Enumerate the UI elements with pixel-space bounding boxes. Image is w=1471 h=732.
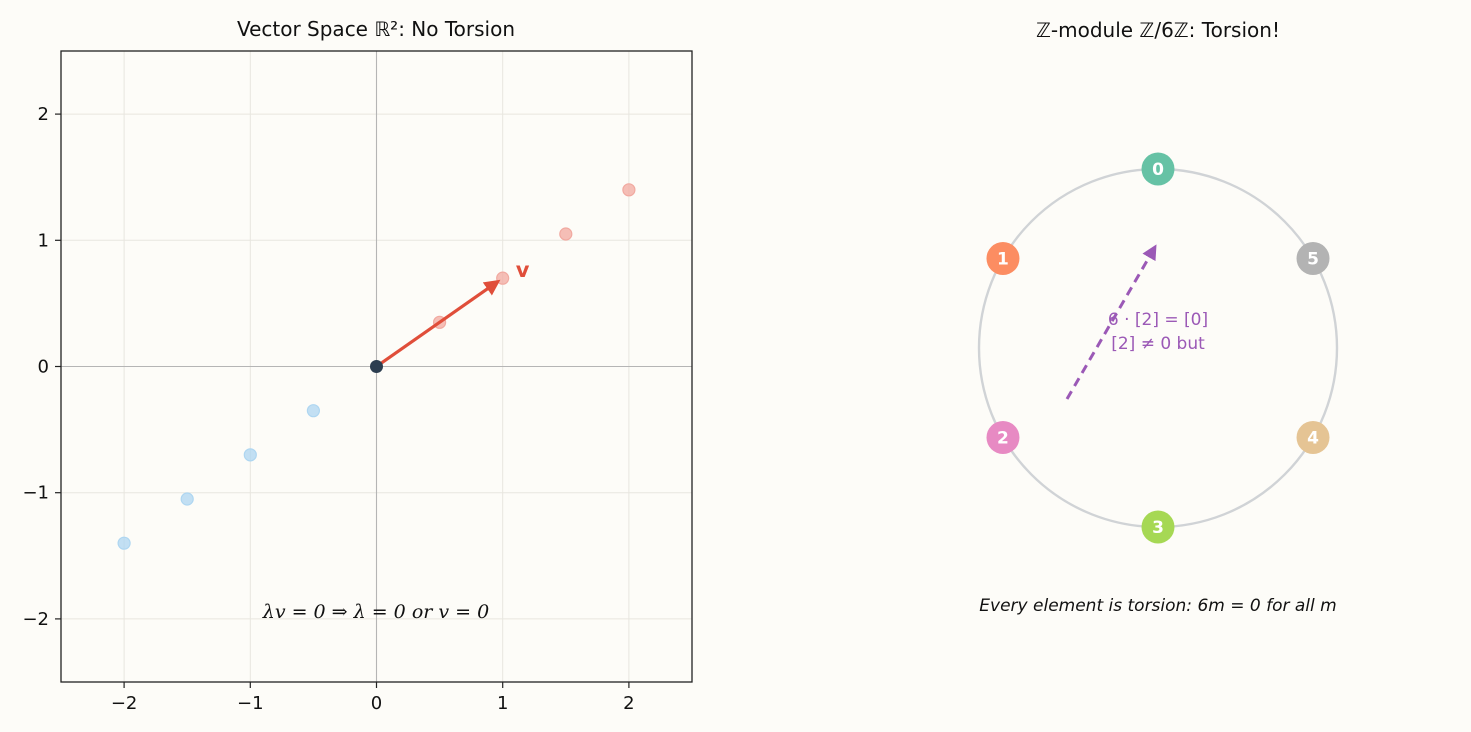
negative-multiple-point bbox=[243, 448, 257, 462]
y-tick-label: 0 bbox=[38, 357, 49, 378]
element-label: 3 bbox=[1152, 518, 1164, 538]
axis-ticks: −2 −1 0 1 2 −2 −1 0 1 2 bbox=[22, 104, 634, 714]
y-tick-label: −1 bbox=[22, 483, 49, 504]
element-label: 4 bbox=[1307, 429, 1319, 449]
torsion-module-diagram: ℤ-module ℤ/6ℤ: Torsion! 6 · [2] = [0] [2… bbox=[977, 18, 1339, 616]
torsion-nonzero-text: [2] ≠ 0 but bbox=[1111, 334, 1205, 354]
negative-multiple-point bbox=[117, 536, 131, 550]
torsion-equation-text: 6 · [2] = [0] bbox=[1108, 310, 1208, 330]
element-label: 0 bbox=[1152, 160, 1164, 180]
negative-multiple-point bbox=[306, 404, 320, 418]
x-tick-label: −2 bbox=[111, 693, 138, 714]
x-tick-label: 2 bbox=[623, 693, 634, 714]
x-tick-label: 0 bbox=[371, 693, 382, 714]
element-label: 5 bbox=[1307, 250, 1319, 270]
positive-multiple-point bbox=[622, 183, 636, 197]
negative-multiple-point bbox=[180, 492, 194, 506]
element-node bbox=[1296, 242, 1330, 275]
element-label: 1 bbox=[997, 250, 1009, 270]
vector-v-label: v bbox=[516, 258, 530, 282]
torsion-caption: Every element is torsion: 6m = 0 for all… bbox=[979, 596, 1336, 616]
module-elements: 0 1 2 3 4 5 bbox=[986, 152, 1330, 544]
y-tick-label: 2 bbox=[38, 104, 49, 125]
element-node bbox=[1141, 510, 1175, 544]
y-tick-label: −2 bbox=[22, 609, 49, 630]
negative-multiples bbox=[117, 404, 320, 550]
vector-space-plot: Vector Space ℝ²: No Torsion v λv = 0 ⇒ λ… bbox=[22, 17, 693, 714]
element-node bbox=[1141, 152, 1175, 186]
element-label: 2 bbox=[997, 429, 1009, 449]
x-tick-label: −1 bbox=[237, 693, 264, 714]
element-node bbox=[1296, 421, 1330, 454]
x-tick-label: 1 bbox=[497, 693, 508, 714]
positive-multiple-point bbox=[496, 271, 510, 285]
origin-point bbox=[370, 360, 383, 373]
y-tick-label: 1 bbox=[38, 230, 49, 251]
left-chart-title: Vector Space ℝ²: No Torsion bbox=[237, 17, 515, 41]
positive-multiple-point bbox=[559, 227, 573, 241]
vector-v-arrow bbox=[375, 279, 501, 368]
element-node bbox=[986, 421, 1020, 454]
no-torsion-annotation: λv = 0 ⇒ λ = 0 or v = 0 bbox=[262, 601, 489, 623]
element-node bbox=[986, 242, 1020, 275]
right-chart-title: ℤ-module ℤ/6ℤ: Torsion! bbox=[1036, 18, 1280, 42]
